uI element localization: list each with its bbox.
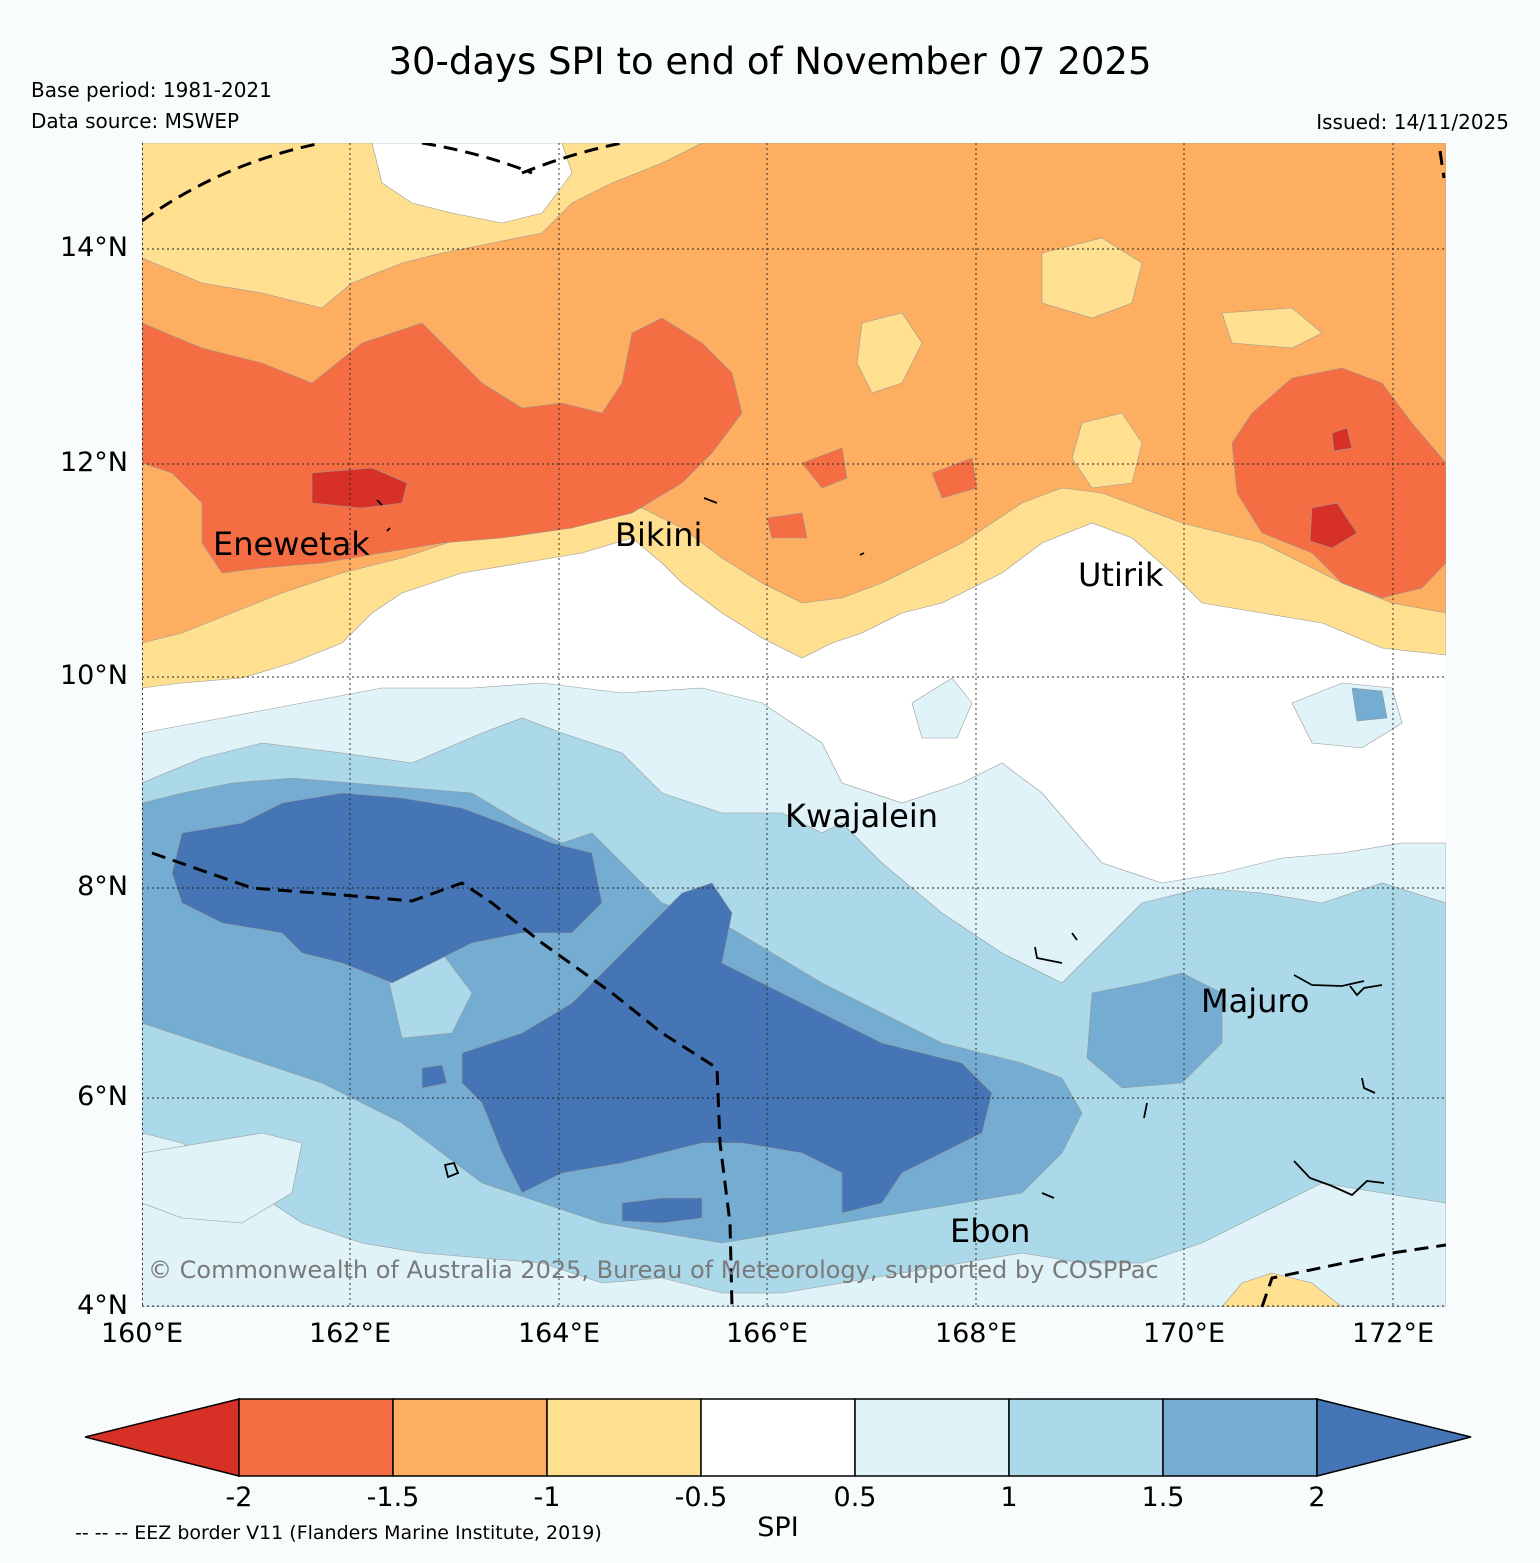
colorbar-segment xyxy=(700,1398,856,1477)
colorbar-tick-label: -1 xyxy=(533,1482,561,1513)
colorbar-extend-dry xyxy=(85,1398,240,1477)
place-label-kwajalein: Kwajalein xyxy=(785,797,939,835)
spi-dry-light-patch xyxy=(856,312,923,394)
spi-dry-severe-patch xyxy=(766,512,808,539)
spi-wet-extreme-patch xyxy=(421,1064,448,1089)
lat-tick-label: 4°N xyxy=(77,1290,128,1321)
colorbar-segment xyxy=(546,1398,702,1477)
map-title: 30-days SPI to end of November 07 2025 xyxy=(388,40,1152,83)
colorbar-segment xyxy=(854,1398,1010,1477)
spi-dry-light-patch xyxy=(1071,412,1143,489)
spi-dry-light-patch xyxy=(1041,237,1143,319)
colorbar-tick-label: -0.5 xyxy=(674,1482,728,1513)
spi-normal-patch xyxy=(371,143,573,224)
spi-dry-extreme-patch xyxy=(1331,427,1353,452)
colorbar-tick-label: -2 xyxy=(225,1482,253,1513)
lat-tick-label: 10°N xyxy=(59,660,128,691)
spi-dry-extreme-patch xyxy=(1309,502,1358,549)
lat-tick-label: 8°N xyxy=(77,871,128,902)
colorbar-tick-label: 0.5 xyxy=(833,1482,877,1513)
spi-dry-extreme-patch xyxy=(311,467,408,509)
lon-tick-label: 160°E xyxy=(100,1318,184,1349)
lat-tick-label: 14°N xyxy=(59,232,128,263)
place-label-utirik: Utirik xyxy=(1078,556,1164,594)
spi-wet-extreme-area xyxy=(461,882,993,1214)
eez-footnote: -- -- -- EEZ border V11 (Flanders Marine… xyxy=(75,1522,602,1544)
spi-wet-extreme-patch xyxy=(621,1197,703,1224)
lon-tick-label: 164°E xyxy=(517,1318,601,1349)
copyright-notice: © Commonwealth of Australia 2025, Bureau… xyxy=(148,1256,1159,1284)
place-label-bikini: Bikini xyxy=(615,516,703,554)
colorbar-tick-label: 2 xyxy=(1308,1482,1326,1513)
colorbar-label: SPI xyxy=(757,1512,799,1543)
colorbar-tick-label: -1.5 xyxy=(366,1482,420,1513)
colorbar-segment xyxy=(392,1398,548,1477)
place-label-enewetak: Enewetak xyxy=(213,525,370,563)
lon-tick-label: 172°E xyxy=(1351,1318,1435,1349)
data-source: Data source: MSWEP xyxy=(31,109,240,133)
lat-tick-label: 6°N xyxy=(77,1081,128,1112)
lon-tick-label: 162°E xyxy=(308,1318,392,1349)
spi-dry-severe-area xyxy=(142,317,743,574)
spi-map: © Commonwealth of Australia 2025, Bureau… xyxy=(142,143,1446,1307)
spi-colorbar xyxy=(85,1398,1472,1477)
issued-date: Issued: 14/11/2025 xyxy=(1316,110,1509,134)
lon-tick-label: 170°E xyxy=(1142,1318,1226,1349)
colorbar-segment xyxy=(1162,1398,1318,1477)
place-label-ebon: Ebon xyxy=(950,1212,1031,1250)
spi-dry-severe-patch xyxy=(801,447,848,489)
atoll-outlines xyxy=(376,497,1385,1199)
spi-wet-strong-patch xyxy=(1351,687,1388,722)
colorbar-extend-wet xyxy=(1316,1398,1472,1477)
spi-wet-strong-patch xyxy=(1086,972,1223,1089)
place-label-majuro: Majuro xyxy=(1201,982,1310,1020)
spi-wet-light-patch xyxy=(142,1132,303,1224)
spi-dry-light-patch xyxy=(1221,1272,1343,1307)
spi-dry-severe-area xyxy=(1231,367,1446,599)
eez-border xyxy=(142,143,1446,1307)
lat-tick-label: 12°N xyxy=(59,447,128,478)
spi-dry-severe-patch xyxy=(931,457,978,499)
colorbar-tick-label: 1.5 xyxy=(1141,1482,1185,1513)
colorbar-segment xyxy=(1008,1398,1164,1477)
colorbar-tick-label: 1 xyxy=(1000,1482,1018,1513)
lon-tick-label: 166°E xyxy=(725,1318,809,1349)
colorbar-segment xyxy=(238,1398,394,1477)
graticule xyxy=(142,143,1446,1307)
lon-tick-label: 168°E xyxy=(934,1318,1018,1349)
spi-dry-light-patch xyxy=(1221,307,1323,349)
spi-wet-light-patch xyxy=(911,677,973,739)
base-period: Base period: 1981-2021 xyxy=(31,78,272,102)
